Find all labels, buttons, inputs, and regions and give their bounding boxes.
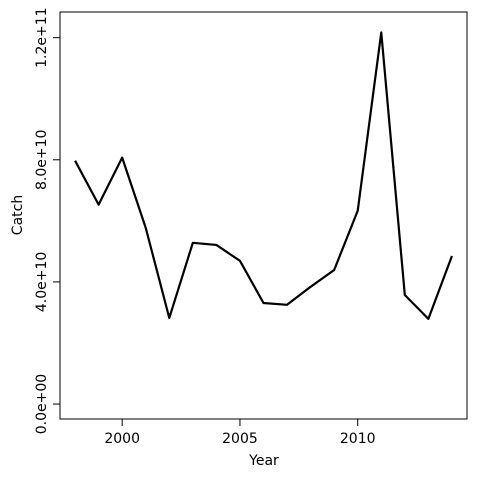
- x-tick-label: 2005: [222, 431, 258, 447]
- x-tick-label: 2000: [104, 431, 140, 447]
- y-tick-label: 0.0e+00: [34, 374, 50, 434]
- data-line: [74, 31, 453, 320]
- y-axis-label: Catch: [10, 195, 26, 235]
- y-tick-label: 1.2e+11: [34, 7, 50, 67]
- x-axis-label: Year: [248, 453, 279, 469]
- plot-frame: [59, 11, 468, 420]
- y-tick-label: 4.0e+10: [34, 252, 50, 312]
- x-tick-label: 2010: [340, 431, 376, 447]
- y-tick-label: 8.0e+10: [34, 130, 50, 190]
